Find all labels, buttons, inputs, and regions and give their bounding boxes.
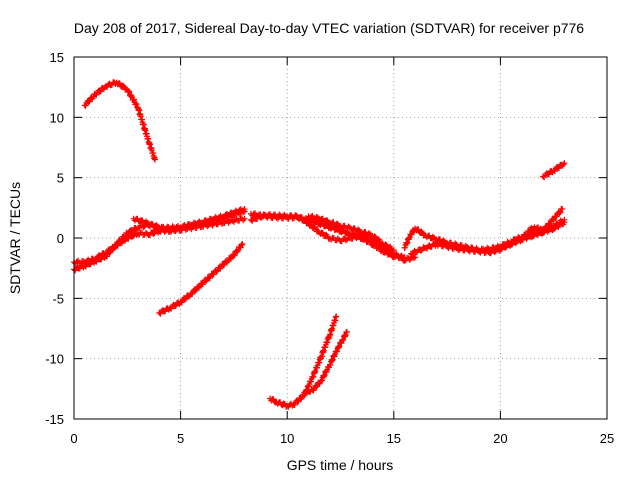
data-point [92,84,108,98]
data-point [188,280,204,297]
data-point [290,391,307,408]
data-point [135,105,152,142]
x-tick-label: 5 [177,431,184,446]
data-point [305,220,322,235]
data-point [333,337,345,355]
x-tick-label: 15 [387,431,401,446]
data-point [433,240,449,250]
data-point [198,218,225,230]
x-tick-label: 20 [493,431,507,446]
data-point [248,211,268,224]
y-tick-label: 5 [57,171,64,186]
data-point [465,246,481,255]
series-layer [71,79,568,410]
x-tick-label: 0 [70,431,77,446]
data-point [198,212,225,227]
data-point [124,87,141,111]
data-series-arc-13 [525,205,566,235]
data-point [407,244,428,258]
data-point [177,291,194,306]
data-point [262,211,289,221]
data-point [152,156,159,163]
data-point [318,333,333,360]
data-point [130,215,151,227]
data-point [390,247,397,254]
y-tick-label: 15 [50,50,64,65]
data-series-arc-7 [248,211,419,264]
data-point [239,241,246,248]
data-point [550,161,567,175]
x-axis-label: GPS time / hours [287,457,394,473]
data-point [309,354,324,381]
y-tick-label: -5 [52,291,64,306]
data-point [412,254,419,261]
y-axis-label: SDTVAR / TECUs [7,182,23,294]
data-point [305,212,321,222]
data-point [318,363,333,384]
y-tick-label: -10 [45,352,64,367]
data-point [326,314,339,339]
data-series-arc-9 [267,313,340,410]
data-point [145,139,158,162]
data-point [113,235,130,249]
data-point [476,247,492,256]
data-point [454,245,471,254]
data-point [220,206,247,221]
data-point [444,239,460,249]
data-point [337,234,353,245]
y-tick-label: 10 [50,110,64,125]
x-tick-label: 25 [600,431,614,446]
data-point [135,229,151,238]
data-point [343,329,350,336]
data-point [326,348,339,368]
y-tick-label: -15 [45,412,64,427]
data-point [284,212,300,221]
x-tick-label: 10 [280,431,294,446]
data-series-arc-3 [71,215,248,267]
data-series-arc-14 [540,160,568,181]
data-point [444,243,460,252]
data-point [561,160,568,167]
data-series-arc-5 [156,241,246,317]
data-point [220,251,236,269]
data-series-arc-12 [407,219,568,258]
data-point [230,242,245,259]
data-series-arc-1 [81,79,159,163]
data-point [316,215,332,227]
data-point [380,241,396,254]
data-point [369,233,386,247]
data-point [301,386,315,397]
data-series-arc-10 [301,328,350,397]
data-series-arc-8 [305,212,397,254]
data-point [198,270,215,288]
data-point [561,219,568,226]
chart-title: Day 208 of 2017, Sidereal Day-to-day VTE… [74,20,584,36]
data-series-arc-4 [130,206,248,233]
data-point [209,261,226,278]
ticks: 0 5 10 15 20 25 -15 -10 -5 0 5 10 15 [45,50,614,446]
data-point [177,218,204,232]
data-point [81,91,98,109]
data-point [241,206,248,213]
data-point [326,234,343,244]
data-point [241,215,248,222]
data-point [309,378,324,394]
data-point [156,223,183,233]
data-point [559,206,566,213]
data-point [401,231,414,251]
y-tick-label: 0 [57,231,64,246]
data-point [550,219,567,233]
data-point [333,313,340,320]
data-point [103,243,119,257]
data-point [337,222,353,232]
